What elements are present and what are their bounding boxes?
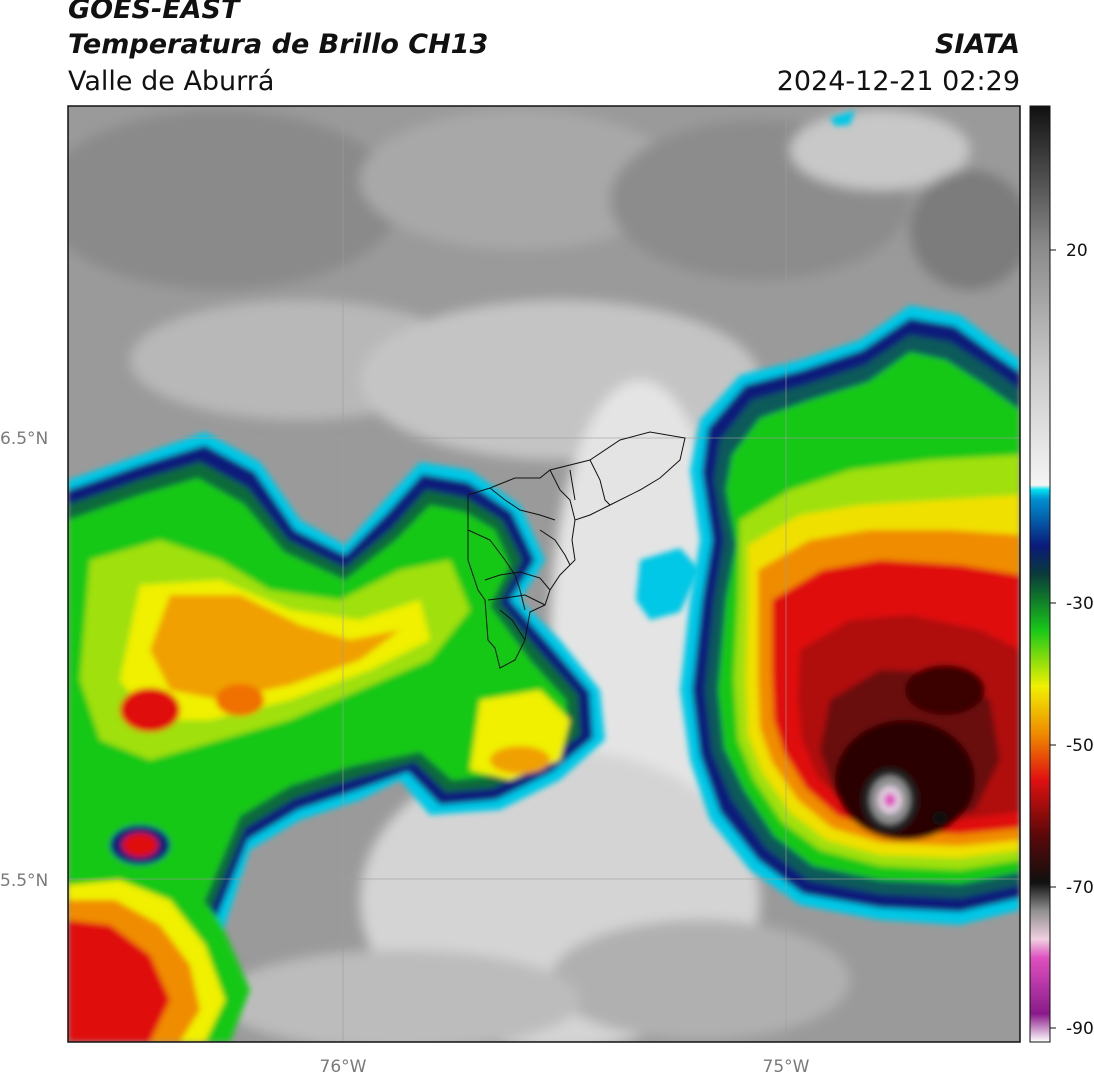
lon-label-76w: 76°W [320, 1057, 367, 1077]
lat-label-5-5: 5.5°N [0, 871, 48, 891]
lon-label-75w: 75°W [763, 1057, 810, 1077]
region-label: Valle de Aburrá [68, 66, 275, 97]
colorbar-tick-neg30: -30 [1066, 594, 1094, 614]
colorbar-tick-neg70: -70 [1066, 878, 1094, 898]
colorbar-tick-neg90: -90 [1066, 1019, 1094, 1039]
colorbar-tick-neg50: -50 [1066, 736, 1094, 756]
brand-label: SIATA [934, 29, 1020, 60]
map-imagery [68, 106, 1020, 1042]
title-product: Temperatura de Brillo CH13 [68, 29, 489, 60]
timestamp: 2024-12-21 02:29 [776, 66, 1020, 97]
title-satellite: GOES-EAST [68, 0, 240, 25]
colorbar: 20 -30 -50 -70 -90 [1029, 105, 1094, 1043]
graticule [68, 106, 1020, 1042]
lat-label-6-5: 6.5°N [0, 429, 48, 449]
colorbar-tick-20: 20 [1066, 241, 1088, 261]
map-frame [67, 105, 1021, 1043]
valle-aburra-boundaries [467, 431, 686, 669]
